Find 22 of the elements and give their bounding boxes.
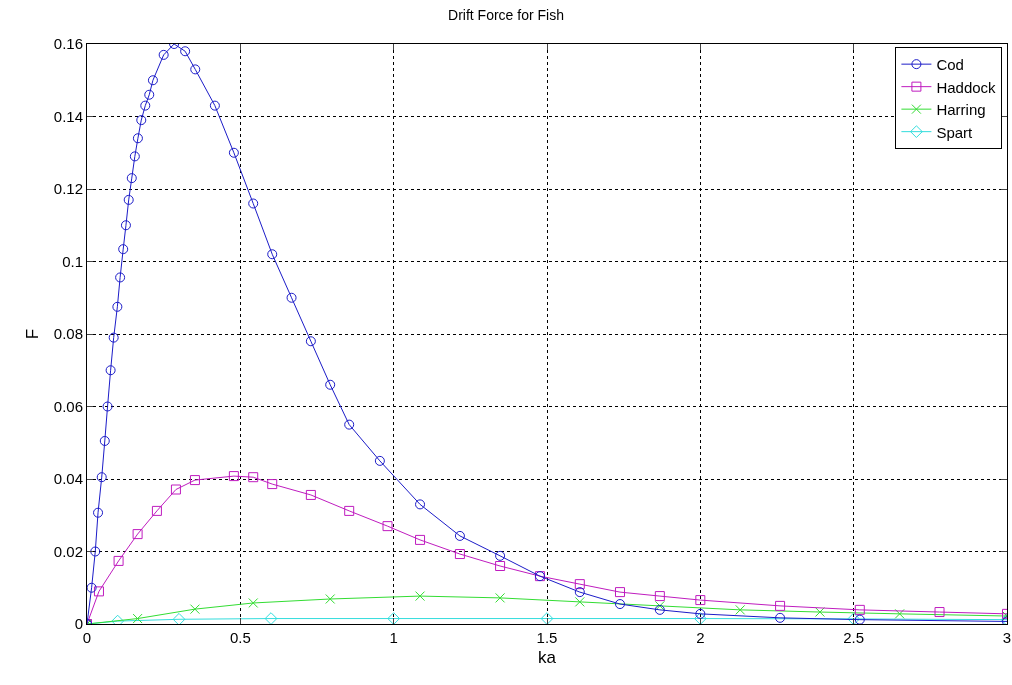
x-tick-label: 2	[696, 629, 705, 646]
x-tick-label: 2.5	[843, 629, 865, 646]
x-tick-label: 1.5	[536, 629, 558, 646]
y-tick-label: 0.14	[53, 107, 83, 125]
y-tick-label: 0.08	[53, 325, 83, 343]
y-tick-label: 0.04	[53, 470, 83, 488]
y-axis-title: F	[23, 328, 43, 340]
legend-label: Spart	[936, 123, 974, 141]
y-tick-label: 0.12	[53, 180, 83, 198]
y-tick-label: 0.02	[53, 542, 83, 560]
x-tick-label: 0.5	[229, 629, 251, 646]
x-tick-label: 3	[1002, 629, 1012, 646]
x-axis-title: ka	[538, 648, 557, 668]
chart-title: Drift Force for Fish	[448, 7, 564, 24]
legend-label: Cod	[936, 56, 964, 73]
legend-label: Harring	[936, 101, 986, 118]
legend-label: Haddock	[936, 78, 997, 96]
y-tick-label: 0	[74, 615, 83, 633]
x-tick-label: 1	[389, 629, 398, 646]
y-tick-label: 0.06	[53, 397, 83, 415]
y-tick-label: 0.16	[53, 35, 83, 53]
y-tick-label: 0.1	[62, 252, 83, 270]
